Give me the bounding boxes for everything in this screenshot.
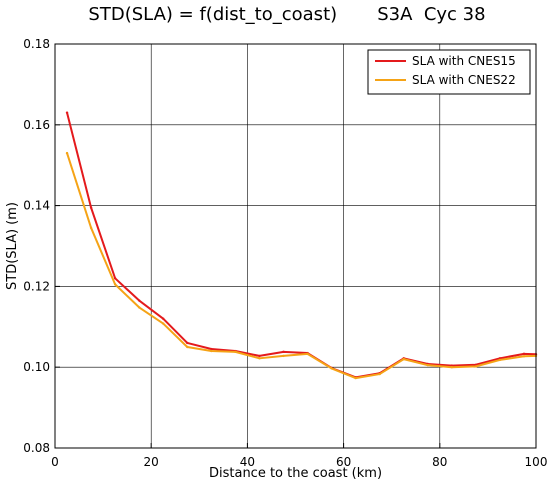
x-tick-label: 0 [51, 455, 59, 469]
data-point [234, 350, 237, 354]
x-tick-label: 40 [240, 455, 255, 469]
data-point [474, 365, 478, 368]
data-point [330, 367, 333, 370]
data-point [162, 322, 165, 325]
data-point [65, 111, 69, 114]
y-tick-label: 0.14 [23, 199, 50, 213]
legend-label-cnes15: SLA with CNES15 [412, 54, 516, 68]
legend: SLA with CNES15 SLA with CNES22 [367, 49, 531, 95]
y-tick-label: 0.16 [23, 118, 50, 132]
data-point [162, 317, 165, 320]
data-point [113, 283, 117, 286]
chart-title: STD(SLA) = f(dist_to_coast) S3A Cyc 38 [88, 4, 485, 25]
data-point [402, 357, 405, 361]
data-point [282, 350, 285, 354]
x-tick-label: 20 [144, 455, 159, 469]
data-point [137, 306, 141, 309]
data-point [186, 341, 189, 345]
plot-frame [54, 43, 537, 449]
data-point [306, 352, 309, 356]
data-point [89, 226, 93, 230]
legend-label-cnes22: SLA with CNES22 [412, 73, 516, 87]
data-point [65, 151, 69, 155]
data-point [137, 299, 141, 302]
series-line-cnes22 [66, 152, 537, 380]
data-point [89, 206, 93, 209]
data-point [354, 376, 357, 380]
x-axis-label: Distance to the coast (km) [209, 466, 382, 481]
y-tick-label: 0.18 [23, 37, 50, 51]
data-point [450, 366, 454, 369]
y-tick-label: 0.08 [23, 441, 50, 455]
x-tick-label: 80 [432, 455, 447, 469]
x-tick-label: 60 [336, 455, 351, 469]
data-point [258, 357, 261, 360]
data-point [378, 372, 381, 376]
series-layer [65, 111, 538, 380]
data-point [113, 277, 117, 280]
grid [54, 43, 537, 449]
y-tick-label: 0.10 [23, 360, 50, 374]
series-line-cnes15 [66, 111, 537, 379]
data-point [210, 347, 213, 351]
data-point [522, 352, 526, 356]
data-point [522, 355, 526, 358]
legend-box [367, 49, 531, 95]
data-point [186, 345, 189, 349]
data-point [498, 358, 502, 362]
y-axis-label: STD(SLA) (m) [5, 202, 20, 290]
data-point [210, 349, 213, 353]
data-point [258, 354, 261, 358]
ticks: 0 20 40 60 80 100 0.08 0.10 0.12 0.14 0.16 0.18 [23, 37, 547, 469]
y-tick-label: 0.12 [23, 279, 50, 293]
data-point [282, 354, 285, 358]
data-point [426, 363, 429, 367]
x-tick-label: 100 [525, 455, 548, 469]
